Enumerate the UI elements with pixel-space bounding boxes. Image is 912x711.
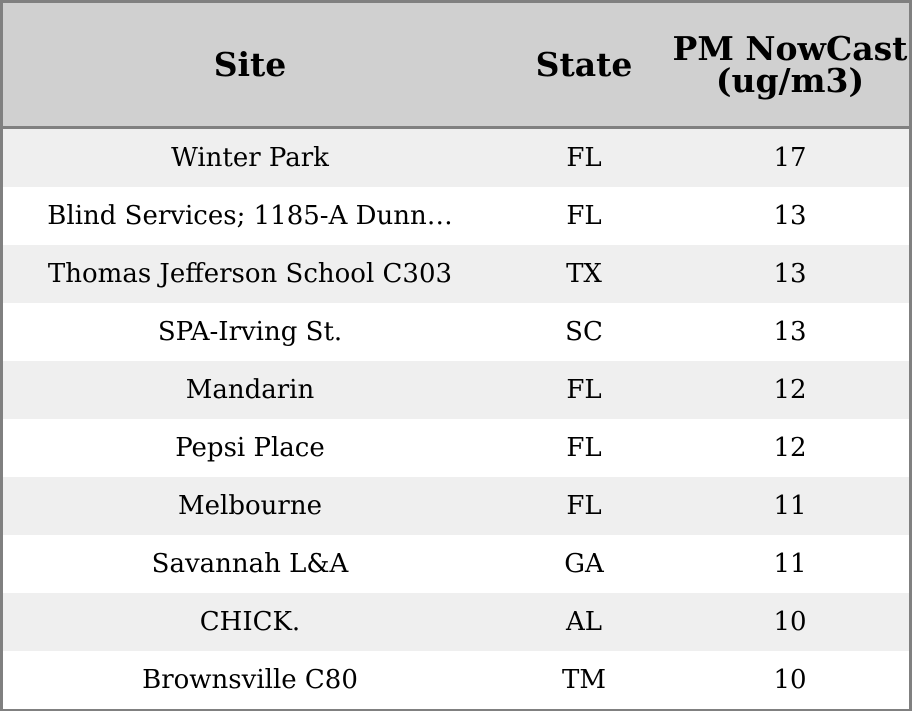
cell-value: 13 bbox=[773, 317, 807, 347]
cell-state: FL bbox=[566, 375, 602, 405]
cell-value: 11 bbox=[773, 549, 807, 579]
cell-state: SC bbox=[565, 317, 603, 347]
cell-site: Blind Services; 1185-A Dunn… bbox=[47, 201, 453, 231]
cell-state: FL bbox=[566, 143, 602, 173]
table-row: Pepsi Place FL 12 bbox=[3, 419, 909, 477]
cell-state: TX bbox=[566, 259, 602, 289]
cell-value: 12 bbox=[773, 433, 807, 463]
cell-site: Brownsville C80 bbox=[142, 665, 358, 695]
table-row: CHICK. AL 10 bbox=[3, 593, 909, 651]
table-row: Savannah L&A GA 11 bbox=[3, 535, 909, 593]
cell-value: 17 bbox=[773, 143, 807, 173]
cell-state: TM bbox=[562, 665, 606, 695]
cell-state: FL bbox=[566, 201, 602, 231]
cell-site: Pepsi Place bbox=[175, 433, 325, 463]
table-row: Thomas Jefferson School C303 TX 13 bbox=[3, 245, 909, 303]
cell-state: FL bbox=[566, 491, 602, 521]
table-row: Mandarin FL 12 bbox=[3, 361, 909, 419]
header-site: Site bbox=[213, 44, 287, 84]
table-row: Melbourne FL 11 bbox=[3, 477, 909, 535]
cell-site: SPA-Irving St. bbox=[157, 317, 343, 347]
cell-site: Mandarin bbox=[185, 375, 315, 405]
cell-value: 10 bbox=[773, 665, 807, 695]
cell-site: CHICK. bbox=[199, 607, 301, 637]
cell-state: FL bbox=[566, 433, 602, 463]
table-row: SPA-Irving St. SC 13 bbox=[3, 303, 909, 361]
cell-value: 12 bbox=[773, 375, 807, 405]
cell-site: Melbourne bbox=[178, 491, 322, 521]
cell-state: GA bbox=[564, 549, 604, 579]
header-pm-nowcast: PM NowCast (ug/m3) bbox=[672, 28, 908, 100]
table-row: Winter Park FL 17 bbox=[3, 129, 909, 187]
cell-site: Winter Park bbox=[171, 143, 329, 173]
table-row: Brownsville C80 TM 10 bbox=[3, 651, 909, 709]
cell-value: 13 bbox=[773, 201, 807, 231]
header-state: State bbox=[535, 44, 633, 84]
cell-state: AL bbox=[565, 607, 603, 637]
cell-value: 11 bbox=[773, 491, 807, 521]
cell-value: 13 bbox=[773, 259, 807, 289]
cell-site: Savannah L&A bbox=[151, 549, 349, 579]
table-header-row: Site State PM NowCast (ug/m3) bbox=[3, 3, 909, 129]
cell-site: Thomas Jefferson School C303 bbox=[47, 259, 453, 289]
table-row: Blind Services; 1185-A Dunn… FL 13 bbox=[3, 187, 909, 245]
cell-value: 10 bbox=[773, 607, 807, 637]
